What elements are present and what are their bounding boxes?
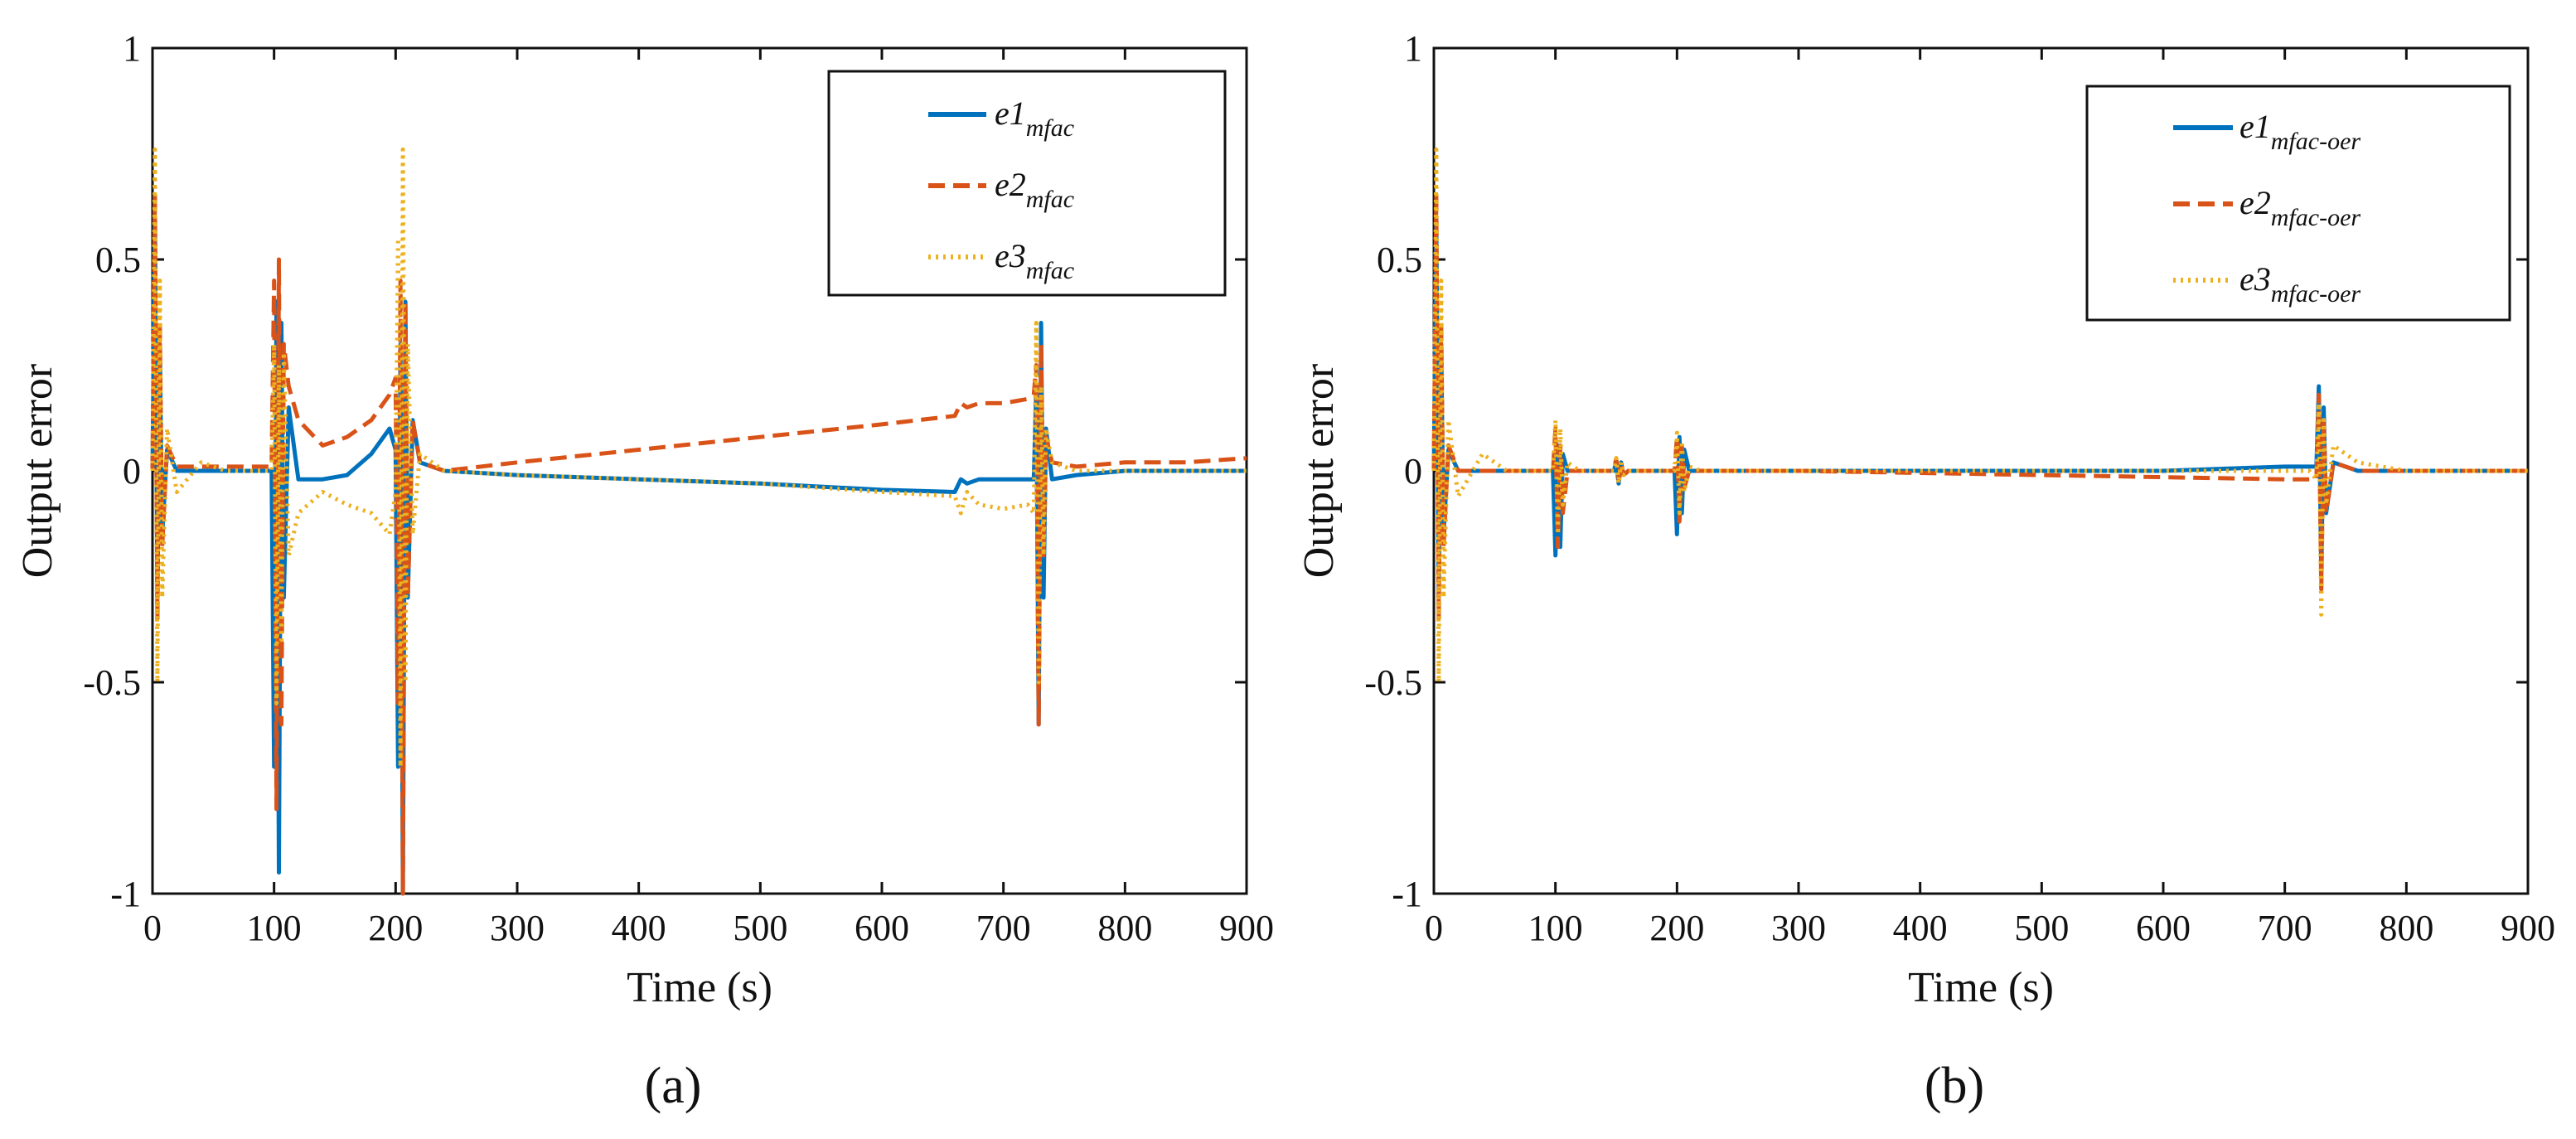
legend-label-e1-a: e1mfac [995,95,1074,142]
x-tick-label-a-0: 0 [143,908,162,948]
series-line-e3-b [1431,147,2528,685]
legend-a: e1mfac e2mfac e3mfac [827,70,1227,297]
legend-label-e2-b: e2mfac-oer [2239,184,2361,231]
x-tick-label-b-4: 400 [1893,908,1948,948]
y-tick-label-b-3: -0.5 [1364,662,1422,703]
x-tick-label-b-3: 300 [1771,908,1826,948]
x-tick-label-a-8: 800 [1097,908,1152,948]
y-axis-label-b: Output error [1295,364,1343,578]
x-tick-label-a-1: 100 [247,908,302,948]
y-tick-label-b-2: 0 [1404,451,1422,492]
x-tick-label-b-2: 200 [1649,908,1704,948]
x-tick-label-b-5: 500 [2014,908,2069,948]
y-axis-label-a: Output error [14,364,61,578]
series-group-a [150,147,1247,896]
ticks-a: 0 100 200 300 400 500 600 700 800 900 1 0.5 0 -0.5 -1 [83,28,1274,948]
x-tick-label-b-8: 800 [2379,908,2433,948]
x-tick-label-a-9: 900 [1219,908,1274,948]
y-tick-label-a-3: -0.5 [83,662,141,703]
legend-label-e1-b: e1mfac-oer [2239,108,2361,155]
legend-box-b [2085,85,2511,322]
y-tick-label-b-1: 0.5 [1377,240,1422,280]
series-group-b [1431,147,2528,685]
legend-label-e2-a: e2mfac [995,166,1074,213]
ticks-b: 0 100 200 300 400 500 600 700 800 900 1 0.5 0 -0.5 -1 [1364,28,2555,948]
y-tick-label-a-2: 0 [123,451,141,492]
legend-b: e1mfac-oer e2mfac-oer e3mfac-oer [2085,85,2511,322]
panel-label-b: (b) [1925,1058,1984,1114]
x-axis-label-b: Time (s) [1908,964,2054,1011]
y-tick-label-a-4: -1 [110,874,141,914]
legend-label-e3-b: e3mfac-oer [2239,260,2361,308]
x-tick-label-b-0: 0 [1425,908,1443,948]
panel-b: 0 100 200 300 400 500 600 700 800 90010.50-0.5-1 … [1295,28,2555,1114]
y-tick-label-b-4: -1 [1392,874,1422,914]
y-tick-label-a-1: 0.5 [95,240,141,280]
panel-a: 0 100 200 300 400 500 600 700 800 90010.50-0.5-1 … [14,28,1274,1114]
x-tick-label-a-4: 400 [612,908,666,948]
x-tick-label-a-3: 300 [490,908,545,948]
x-tick-label-a-6: 600 [855,908,909,948]
x-tick-label-a-7: 700 [976,908,1031,948]
x-tick-label-b-9: 900 [2501,908,2555,948]
x-tick-label-b-7: 700 [2258,908,2312,948]
legend-label-e3-a: e3mfac [995,237,1074,284]
x-axis-label-a: Time (s) [627,964,772,1011]
panel-label-a: (a) [645,1058,702,1114]
x-tick-label-b-6: 600 [2136,908,2191,948]
x-tick-label-b-1: 100 [1528,908,1583,948]
y-tick-label-b-0: 1 [1404,28,1422,69]
series-line-e3-a [150,147,1247,769]
legend-box-a [827,70,1227,297]
x-tick-label-a-2: 200 [368,908,423,948]
x-tick-label-a-5: 500 [733,908,787,948]
y-tick-label-a-0: 1 [123,28,141,69]
